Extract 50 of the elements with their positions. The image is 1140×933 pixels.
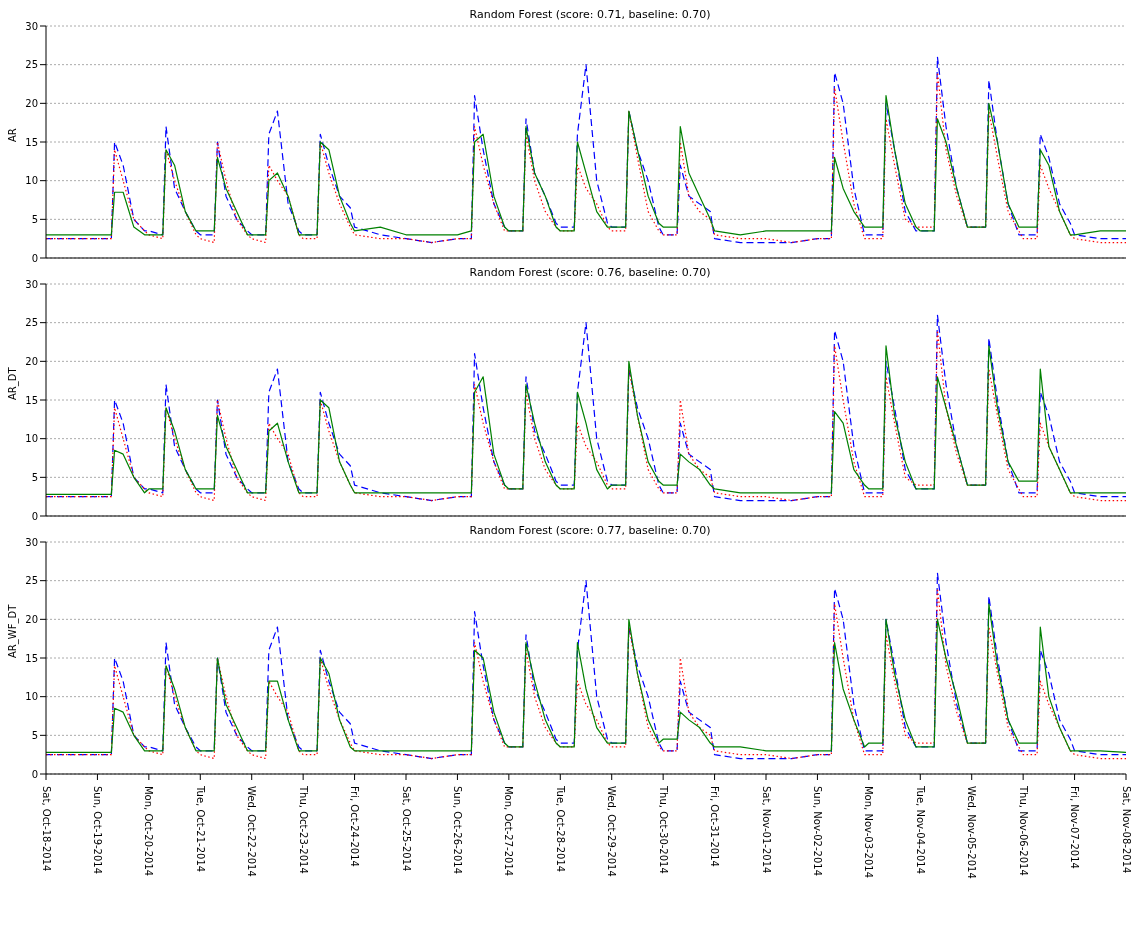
- y-tick-label: 20: [25, 613, 38, 625]
- x-tick-label: Sat, Nov-08-2014: [1120, 786, 1132, 874]
- x-tick-label: Wed, Nov-05-2014: [966, 786, 978, 879]
- x-tick-label: Thu, Oct-23-2014: [297, 785, 309, 874]
- x-tick-label: Wed, Oct-29-2014: [606, 786, 618, 877]
- line-series: [46, 95, 1126, 236]
- x-tick-label: Sun, Oct-19-2014: [91, 786, 103, 875]
- y-tick-label: 0: [31, 510, 38, 522]
- x-tick-label: Mon, Oct-20-2014: [143, 786, 155, 877]
- x-tick-label: Sat, Nov-01-2014: [760, 786, 772, 874]
- y-axis-title: AR: [6, 128, 18, 142]
- y-tick-label: 5: [31, 729, 38, 741]
- x-tick-label: Fri, Oct-24-2014: [349, 786, 361, 867]
- y-tick-label: 15: [25, 652, 38, 664]
- y-tick-label: 25: [25, 59, 38, 71]
- y-tick-label: 5: [31, 213, 38, 225]
- x-tick-label: Thu, Nov-06-2014: [1017, 785, 1029, 876]
- chart-title: Random Forest (score: 0.76, baseline: 0.70): [468, 266, 712, 280]
- y-tick-label: 10: [25, 691, 38, 703]
- y-axis-title: AR_WF_DT: [6, 603, 19, 658]
- x-tick-label: Fri, Oct-31-2014: [709, 786, 721, 867]
- x-tick-label: Tue, Oct-28-2014: [554, 785, 566, 873]
- y-tick-label: 0: [31, 252, 38, 264]
- x-tick-label: Mon, Nov-03-2014: [863, 786, 875, 879]
- y-tick-label: 15: [25, 394, 38, 406]
- y-tick-label: 25: [25, 575, 38, 587]
- y-tick-label: 30: [25, 20, 38, 32]
- x-tick-label: Sat, Oct-25-2014: [400, 786, 412, 872]
- y-tick-label: 0: [31, 768, 38, 780]
- y-tick-label: 15: [25, 136, 38, 148]
- y-tick-label: 20: [25, 355, 38, 367]
- x-tick-label: Fri, Nov-07-2014: [1069, 786, 1081, 869]
- chart-title: Random Forest (score: 0.71, baseline: 0.70): [468, 8, 712, 22]
- x-tick-label: Tue, Oct-21-2014: [194, 785, 206, 873]
- y-tick-label: 10: [25, 175, 38, 187]
- y-tick-label: 10: [25, 433, 38, 445]
- x-tick-label: Sat, Oct-18-2014: [40, 786, 52, 872]
- x-tick-label: Sun, Nov-02-2014: [811, 786, 823, 877]
- x-tick-label: Tue, Nov-04-2014: [914, 785, 926, 875]
- x-tick-label: Thu, Oct-30-2014: [657, 785, 669, 874]
- y-tick-label: 25: [25, 317, 38, 329]
- x-tick-label: Wed, Oct-22-2014: [246, 786, 258, 877]
- y-tick-label: 5: [31, 471, 38, 483]
- y-tick-label: 30: [25, 278, 38, 290]
- x-tick-label: Mon, Oct-27-2014: [503, 786, 515, 877]
- y-tick-label: 20: [25, 97, 38, 109]
- y-axis-title: AR_DT: [6, 366, 19, 400]
- x-tick-label: Sun, Oct-26-2014: [451, 786, 463, 875]
- y-tick-label: 30: [25, 536, 38, 548]
- chart-title: Random Forest (score: 0.77, baseline: 0.70): [468, 524, 712, 538]
